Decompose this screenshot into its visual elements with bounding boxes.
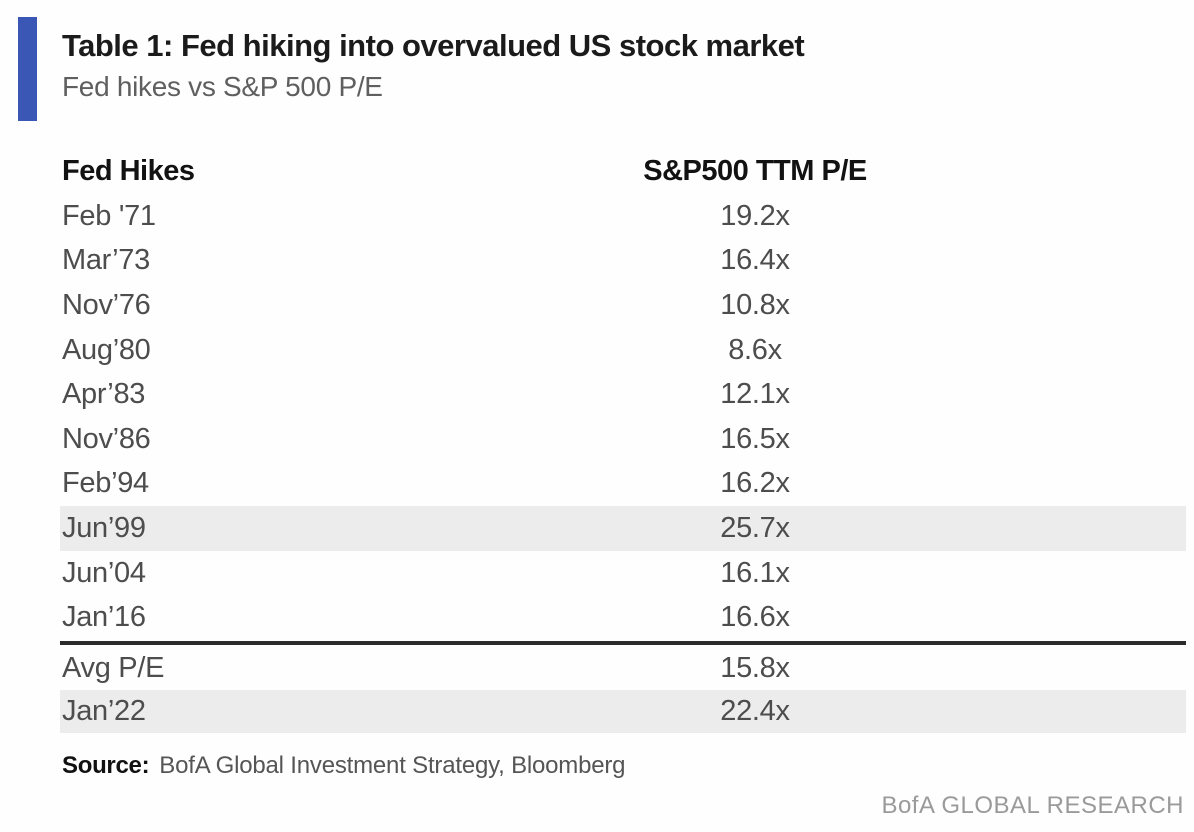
table-row: Aug’80 8.6x: [60, 328, 1186, 373]
source-line: Source: BofA Global Investment Strategy, …: [62, 752, 626, 780]
bofa-global-research-brand: BofA GLOBAL RESEARCH: [881, 792, 1184, 819]
table-summary-rows: Avg P/E 15.8x Jan’22 22.4x: [60, 647, 1186, 733]
pe-value-cell: 16.5x: [720, 422, 790, 455]
pe-value-cell: 10.8x: [720, 288, 790, 321]
pe-value-cell: 16.1x: [720, 556, 790, 589]
pe-value-cell: 22.4x: [720, 694, 790, 727]
fed-hike-date-cell: Jun’99: [62, 511, 146, 544]
table-row: Nov’76 10.8x: [60, 283, 1186, 328]
pe-value-cell: 16.2x: [720, 467, 790, 500]
table-row: Mar’73 16.4x: [60, 239, 1186, 284]
pe-value-cell: 15.8x: [720, 651, 790, 684]
table-row: Jan’22 22.4x: [60, 689, 1186, 733]
fed-hikes-table: Fed Hikes S&P500 TTM P/E Feb '71 19.2x Mar…: [60, 148, 1186, 733]
source-label: Source:: [62, 752, 150, 779]
pe-value-cell: 19.2x: [720, 199, 790, 232]
table-title: Table 1: Fed hiking into overvalued US s…: [62, 28, 805, 63]
title-block: Table 1: Fed hiking into overvalued US s…: [62, 26, 1174, 105]
table-subtitle: Fed hikes vs S&P 500 P/E: [62, 71, 383, 102]
fed-hike-date-cell: Jun’04: [62, 556, 146, 589]
table-row: Feb '71 19.2x: [60, 194, 1186, 239]
table-row: Jun’99 25.7x: [60, 506, 1186, 551]
pe-value-cell: 16.6x: [720, 601, 790, 634]
column-header-fed-hikes: Fed Hikes: [62, 154, 195, 187]
pe-value-cell: 25.7x: [720, 511, 790, 544]
table-header-row: Fed Hikes S&P500 TTM P/E: [60, 148, 1186, 194]
source-text: BofA Global Investment Strategy, Bloombe…: [159, 752, 626, 779]
table-body: Feb '71 19.2x Mar’73 16.4x Nov’76 10.8x Aug’80…: [60, 194, 1186, 640]
table-row: Jan’16 16.6x: [60, 595, 1186, 640]
pe-value-cell: 16.4x: [720, 244, 790, 277]
accent-bar: [18, 17, 37, 121]
fed-hike-date-cell: Mar’73: [62, 244, 150, 277]
table-row: Feb’94 16.2x: [60, 462, 1186, 507]
fed-hike-date-cell: Avg P/E: [62, 651, 165, 684]
pe-value-cell: 8.6x: [728, 333, 782, 366]
pe-value-cell: 12.1x: [720, 378, 790, 411]
table-row: Jun’04 16.1x: [60, 551, 1186, 596]
fed-hike-date-cell: Feb’94: [62, 467, 149, 500]
fed-hike-date-cell: Aug’80: [62, 333, 151, 366]
fed-hike-date-cell: Nov’76: [62, 288, 151, 321]
table-row: Apr’83 12.1x: [60, 372, 1186, 417]
table-row: Avg P/E 15.8x: [60, 647, 1186, 690]
fed-hike-date-cell: Jan’16: [62, 601, 146, 634]
fed-hike-date-cell: Jan’22: [62, 694, 146, 727]
summary-divider-line: [60, 640, 1186, 645]
column-header-sp500-ttm-pe: S&P500 TTM P/E: [643, 154, 867, 187]
fed-hike-date-cell: Apr’83: [62, 378, 146, 411]
fed-hike-date-cell: Feb '71: [62, 199, 156, 232]
fed-hike-date-cell: Nov’86: [62, 422, 151, 455]
table-row: Nov’86 16.5x: [60, 417, 1186, 462]
